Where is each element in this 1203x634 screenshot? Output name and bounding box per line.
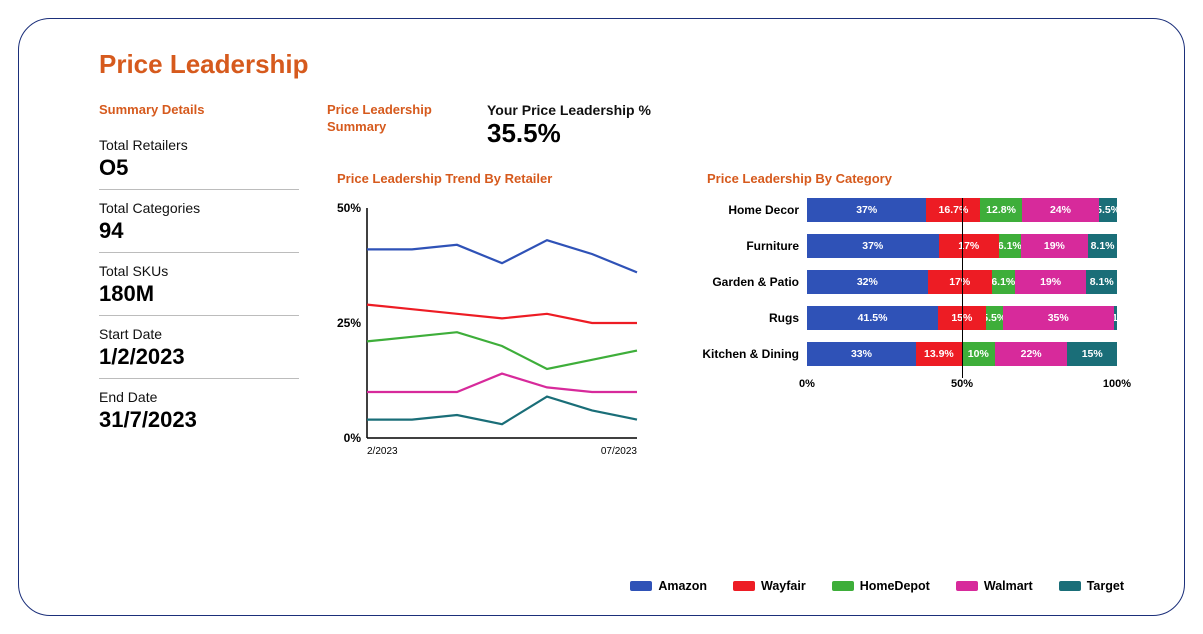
bar-segment: 33% — [807, 342, 916, 366]
metric-label: Total Retailers — [99, 137, 299, 153]
bar-segment: 5.5% — [986, 306, 1003, 330]
bar-segment: 17% — [928, 270, 992, 294]
bar-segment: 8.1% — [1086, 270, 1117, 294]
bar-segment: 19% — [1021, 234, 1089, 258]
bar-segment: 12.8% — [980, 198, 1021, 222]
pl-percentage: Your Price Leadership % 35.5% — [487, 102, 651, 149]
page-title: Price Leadership — [99, 49, 1134, 80]
bar-segment: 19% — [1015, 270, 1087, 294]
summary-metric: Start Date 1/2/2023 — [99, 316, 299, 379]
bar-segment: 22% — [995, 342, 1068, 366]
bar-segment: 37% — [807, 198, 926, 222]
metric-label: Total SKUs — [99, 263, 299, 279]
pl-percentage-value: 35.5% — [487, 118, 651, 149]
right-panel: Price Leadership Summary Your Price Lead… — [327, 102, 1134, 489]
trend-chart: Price Leadership Trend By Retailer 0% 25%… — [327, 171, 667, 489]
summary-panel: Summary Details Total Retailers O5Total … — [99, 102, 299, 489]
summary-metric: End Date 31/7/2023 — [99, 379, 299, 441]
category-chart-title: Price Leadership By Category — [707, 171, 1117, 186]
category-bars: Home Decor37%16.7%12.8%24%5.5%Furniture3… — [697, 198, 1117, 366]
legend-label: Walmart — [984, 579, 1033, 593]
svg-text:0%: 0% — [344, 431, 362, 445]
bar-segment: 6.1% — [992, 270, 1015, 294]
legend-swatch — [956, 581, 978, 591]
category-label: Furniture — [697, 239, 807, 253]
axis-tick: 50% — [951, 378, 973, 390]
metric-value: 180M — [99, 281, 299, 307]
legend-label: Target — [1087, 579, 1124, 593]
legend-swatch — [1059, 581, 1081, 591]
pl-percentage-label: Your Price Leadership % — [487, 102, 651, 118]
svg-text:25%: 25% — [337, 316, 361, 330]
category-label: Rugs — [697, 311, 807, 325]
bar-segment: 37% — [807, 234, 939, 258]
metric-label: End Date — [99, 389, 299, 405]
metric-label: Start Date — [99, 326, 299, 342]
legend-item: Walmart — [956, 579, 1033, 593]
legend-label: HomeDepot — [860, 579, 930, 593]
category-row: Garden & Patio32%17%6.1%19%8.1% — [697, 270, 1117, 294]
bar-segment: 32% — [807, 270, 928, 294]
bar-segment: 1.1% — [1114, 306, 1117, 330]
legend-item: Wayfair — [733, 579, 806, 593]
pl-summary-header: Price Leadership Summary — [327, 102, 447, 136]
svg-text:2/2023: 2/2023 — [367, 446, 398, 457]
summary-metric: Total SKUs 180M — [99, 253, 299, 316]
legend-swatch — [733, 581, 755, 591]
legend-label: Wayfair — [761, 579, 806, 593]
svg-text:50%: 50% — [337, 201, 361, 215]
bar-segment: 16.7% — [926, 198, 980, 222]
axis-tick: 0% — [799, 378, 815, 390]
bar-segment: 6.1% — [999, 234, 1021, 258]
category-label: Home Decor — [697, 203, 807, 217]
metric-value: 31/7/2023 — [99, 407, 299, 433]
summary-header: Summary Details — [99, 102, 299, 117]
bar-segment: 24% — [1022, 198, 1100, 222]
bar-segment: 10% — [962, 342, 995, 366]
bar-segment: 5.5% — [1099, 198, 1117, 222]
category-row: Rugs41.5%15%5.5%35%1.1% — [697, 306, 1117, 330]
legend-label: Amazon — [658, 579, 707, 593]
bar-segment: 8.1% — [1088, 234, 1117, 258]
legend: Amazon Wayfair HomeDepot Walmart Target — [630, 579, 1124, 593]
legend-swatch — [630, 581, 652, 591]
metric-value: 1/2/2023 — [99, 344, 299, 370]
axis-tick: 100% — [1103, 378, 1131, 390]
metric-label: Total Categories — [99, 200, 299, 216]
category-label: Kitchen & Dining — [697, 347, 807, 361]
metric-value: 94 — [99, 218, 299, 244]
category-row: Kitchen & Dining33%13.9%10%22%15% — [697, 342, 1117, 366]
category-label: Garden & Patio — [697, 275, 807, 289]
category-axis: 0%50%100% — [807, 378, 1117, 396]
pl-summary-row: Price Leadership Summary Your Price Lead… — [327, 102, 1134, 149]
category-row: Furniture37%17%6.1%19%8.1% — [697, 234, 1117, 258]
bar-segment: 41.5% — [807, 306, 938, 330]
category-row: Home Decor37%16.7%12.8%24%5.5% — [697, 198, 1117, 222]
charts-row: Price Leadership Trend By Retailer 0% 25%… — [327, 171, 1134, 489]
bar-segment: 17% — [939, 234, 999, 258]
trend-chart-title: Price Leadership Trend By Retailer — [337, 171, 667, 186]
bar-segment: 15% — [1067, 342, 1117, 366]
dashboard-card: Price Leadership Summary Details Total R… — [18, 18, 1185, 616]
bar-segment: 35% — [1003, 306, 1114, 330]
main-grid: Summary Details Total Retailers O5Total … — [99, 102, 1134, 489]
legend-item: HomeDepot — [832, 579, 930, 593]
metric-value: O5 — [99, 155, 299, 181]
legend-swatch — [832, 581, 854, 591]
legend-item: Target — [1059, 579, 1124, 593]
svg-text:07/2023: 07/2023 — [601, 446, 638, 457]
summary-metrics: Total Retailers O5Total Categories 94Tot… — [99, 127, 299, 441]
legend-item: Amazon — [630, 579, 707, 593]
summary-metric: Total Retailers O5 — [99, 127, 299, 190]
axis-gridline — [962, 198, 963, 378]
bar-segment: 13.9% — [916, 342, 962, 366]
summary-metric: Total Categories 94 — [99, 190, 299, 253]
category-chart: Price Leadership By Category Home Decor3… — [697, 171, 1117, 489]
trend-chart-svg: 0% 25% 50% 2/2023 07/2023 — [327, 198, 647, 484]
